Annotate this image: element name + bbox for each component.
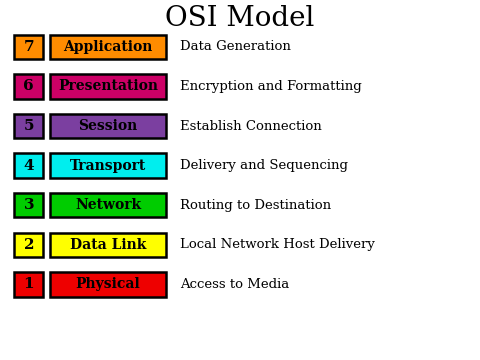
Text: Data Generation: Data Generation [180,40,291,53]
Text: 5: 5 [24,119,34,133]
FancyBboxPatch shape [14,35,43,59]
Text: Establish Connection: Establish Connection [180,120,322,132]
Text: 4: 4 [24,159,34,172]
Text: Presentation: Presentation [58,80,158,93]
Text: OSI Model: OSI Model [165,5,315,32]
Text: Access to Media: Access to Media [180,278,289,291]
FancyBboxPatch shape [14,193,43,217]
Text: Encryption and Formatting: Encryption and Formatting [180,80,362,93]
FancyBboxPatch shape [50,193,166,217]
Text: Application: Application [63,40,153,54]
FancyBboxPatch shape [50,74,166,99]
Text: Delivery and Sequencing: Delivery and Sequencing [180,159,348,172]
FancyBboxPatch shape [50,233,166,257]
FancyBboxPatch shape [14,153,43,178]
Text: Local Network Host Delivery: Local Network Host Delivery [180,238,375,251]
FancyBboxPatch shape [50,114,166,138]
FancyBboxPatch shape [50,35,166,59]
Text: 3: 3 [24,198,34,212]
FancyBboxPatch shape [50,153,166,178]
Text: 6: 6 [24,80,34,93]
FancyBboxPatch shape [14,74,43,99]
Text: Network: Network [75,198,141,212]
FancyBboxPatch shape [14,272,43,297]
Text: 7: 7 [24,40,34,54]
Text: 2: 2 [24,238,34,252]
Text: 1: 1 [24,278,34,291]
Text: Transport: Transport [70,159,146,172]
Text: Physical: Physical [76,278,140,291]
Text: Session: Session [78,119,138,133]
FancyBboxPatch shape [50,272,166,297]
Text: Data Link: Data Link [70,238,146,252]
Text: Routing to Destination: Routing to Destination [180,199,331,212]
FancyBboxPatch shape [14,233,43,257]
FancyBboxPatch shape [14,114,43,138]
